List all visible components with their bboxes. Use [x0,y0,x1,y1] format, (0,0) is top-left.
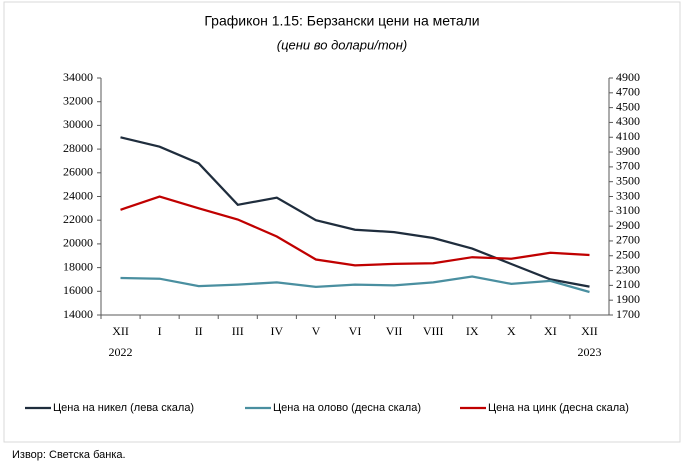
x-tick-label: VI [349,324,362,338]
legend-label: Цена на олово (десна скала) [273,402,421,414]
x-tick-label: IX [466,324,479,338]
x-tick-label: I [158,324,162,338]
x-tick-label: III [232,324,244,338]
legend-label: Цена на цинк (десна скала) [488,402,629,414]
x-tick-label: II [195,324,203,338]
y2-tick-label: 2300 [616,262,640,276]
legend-label: Цена на никел (лева скала) [53,402,194,414]
y2-tick-label: 4700 [616,85,640,99]
x-tick-label: V [312,324,321,338]
chart-border [3,1,681,443]
y-tick-label: 32000 [63,93,93,107]
source-note: Извор: Светска банка. [12,449,126,461]
y-tick-label: 20000 [63,236,93,250]
x-tick-label: XII [581,324,598,338]
year-label: 2022 [109,345,133,359]
x-tick-label: VII [386,324,403,338]
y-tick-label: 24000 [63,188,93,202]
y2-tick-label: 4500 [616,99,640,113]
y2-tick-label: 4100 [616,129,640,143]
chart-subtitle: (цени во долари/тон) [277,37,408,52]
y2-tick-label: 3700 [616,159,640,173]
series-line [120,275,590,294]
y-tick-label: 22000 [63,212,93,226]
y2-tick-label: 3300 [616,188,640,202]
y2-tick-label: 2100 [616,277,640,291]
y2-tick-label: 4300 [616,114,640,128]
y2-tick-label: 3900 [616,144,640,158]
x-tick-label: VIII [423,324,444,338]
y-tick-label: 34000 [63,70,93,84]
y-tick-label: 26000 [63,165,93,179]
y2-tick-label: 1900 [616,292,640,306]
y2-tick-label: 2700 [616,233,640,247]
x-tick-label: XI [544,324,557,338]
x-tick-label: XII [112,324,129,338]
y-tick-label: 18000 [63,259,93,273]
y2-tick-label: 3100 [616,203,640,217]
series-line [120,195,590,267]
x-tick-label: IV [271,324,284,338]
y2-tick-label: 2900 [616,218,640,232]
y2-tick-label: 4900 [616,70,640,84]
year-label: 2023 [577,345,601,359]
series-line [120,136,590,288]
x-tick-label: X [507,324,516,338]
y-tick-label: 28000 [63,141,93,155]
y2-tick-label: 3500 [616,173,640,187]
y2-tick-label: 1700 [616,307,640,321]
y2-tick-label: 2500 [616,248,640,262]
y-tick-label: 30000 [63,117,93,131]
y-tick-label: 16000 [63,283,93,297]
y-tick-label: 14000 [63,307,93,321]
chart-title: Графикон 1.15: Берзански цени на метали [204,13,479,29]
